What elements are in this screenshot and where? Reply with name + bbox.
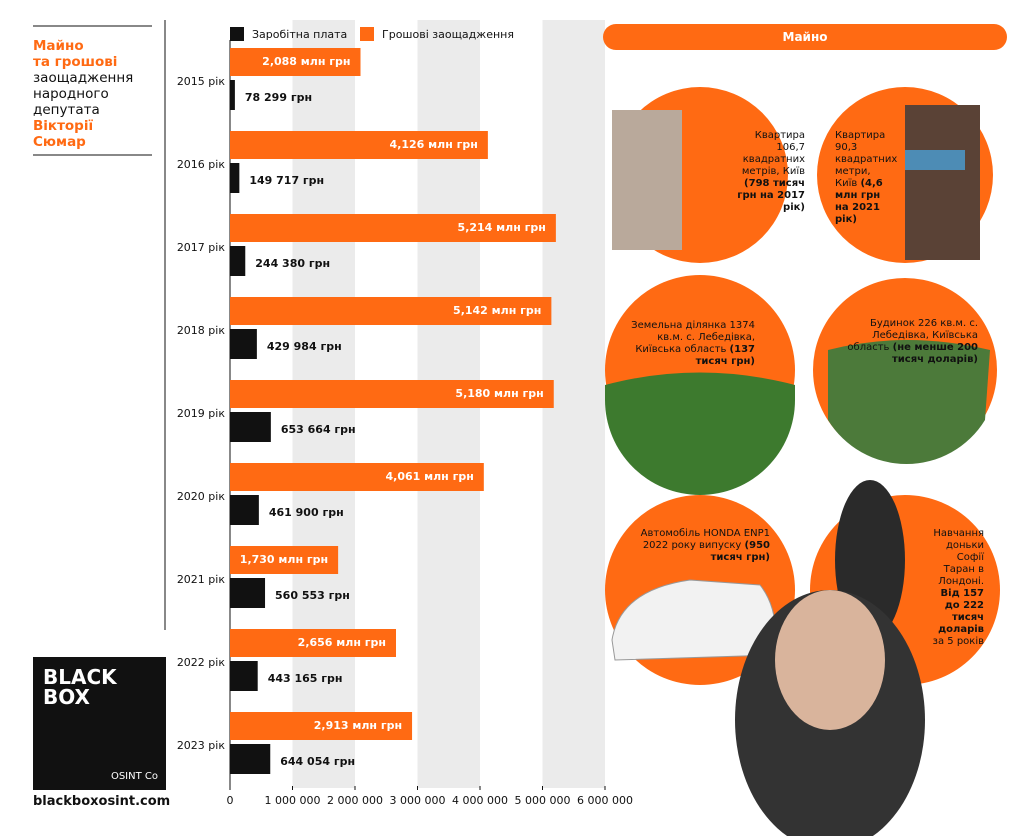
value-label: 2,088 млн грн bbox=[262, 55, 350, 68]
logo-line: BLACK bbox=[43, 665, 117, 689]
value-label: 2,656 млн грн bbox=[298, 636, 386, 649]
y-tick-label: 2020 рік bbox=[177, 490, 226, 503]
property-header: Майно bbox=[603, 24, 1007, 50]
y-tick-label: 2023 рік bbox=[177, 739, 226, 752]
bar bbox=[230, 412, 271, 442]
value-label: 443 165 грн bbox=[268, 672, 343, 685]
bar bbox=[230, 329, 257, 359]
value-label: 4,126 млн грн bbox=[390, 138, 478, 151]
value-label: 4,061 млн грн bbox=[385, 470, 473, 483]
photo-circles bbox=[605, 87, 1000, 836]
y-tick-label: 2018 рік bbox=[177, 324, 226, 337]
value-label: 429 984 грн bbox=[267, 340, 342, 353]
x-tick-label: 3 000 000 bbox=[390, 794, 446, 807]
caption-part: (798 тисяч грн на 2017 рік) bbox=[737, 178, 805, 213]
caption-part: за 5 років bbox=[932, 636, 984, 647]
bar bbox=[230, 744, 271, 774]
legend-swatch bbox=[230, 27, 244, 41]
chart: 0 1 000 000 2 000 000 3 000 000 4 000 000 5 0… bbox=[177, 20, 633, 807]
x-tick-label: 2 000 000 bbox=[327, 794, 383, 807]
value-label: 644 054 грн bbox=[280, 755, 355, 768]
value-label: 1,730 млн грн bbox=[240, 553, 328, 566]
caption-part: Земельна ділянка 1374 кв.м. с. Лебедівка… bbox=[631, 320, 755, 355]
caption: Квартира 106,7 квадратних метрів, Київ (… bbox=[725, 130, 805, 214]
value-label: 5,180 млн грн bbox=[455, 387, 543, 400]
value-label: 149 717 грн bbox=[249, 174, 324, 187]
caption-part: Від 157 до 222 тисяч доларів bbox=[938, 588, 984, 635]
y-tick-label: 2022 рік bbox=[177, 656, 226, 669]
x-tick-label: 6 000 000 bbox=[577, 794, 633, 807]
value-label: 78 299 грн bbox=[245, 91, 312, 104]
bar bbox=[230, 80, 235, 110]
bar bbox=[230, 380, 554, 408]
value-label: 560 553 грн bbox=[275, 589, 350, 602]
x-tick-label: 4 000 000 bbox=[452, 794, 508, 807]
title-line: заощадження bbox=[33, 70, 134, 86]
logo-line: BOX bbox=[43, 685, 90, 709]
caption: Будинок 226 кв.м. с. Лебедівка, Київська… bbox=[828, 318, 978, 366]
bar bbox=[230, 495, 259, 525]
caption: Автомобіль HONDA ENP1 2022 року випуску … bbox=[620, 528, 770, 564]
y-tick-label: 2021 рік bbox=[177, 573, 226, 586]
value-label: 461 900 грн bbox=[269, 506, 344, 519]
bar bbox=[230, 297, 552, 325]
y-tick-label: 2019 рік bbox=[177, 407, 226, 420]
bar bbox=[230, 712, 413, 740]
bar bbox=[230, 661, 258, 691]
caption-part: Квартира 90,3 квадратних метри, Київ bbox=[835, 130, 898, 189]
caption-part: Квартира 106,7 квадратних метрів, Київ bbox=[741, 130, 805, 177]
legend-label: Грошові заощадження bbox=[382, 28, 514, 41]
bar bbox=[230, 629, 396, 657]
caption-part: Будинок 226 кв.м. с. Лебедівка, Київська… bbox=[847, 318, 978, 353]
caption-part: (950 тисяч грн) bbox=[710, 540, 770, 563]
title-line: Вікторії bbox=[33, 118, 94, 134]
caption: Земельна ділянка 1374 кв.м. с. Лебедівка… bbox=[615, 320, 755, 368]
caption: Квартира 90,3 квадратних метри, Київ (4,… bbox=[835, 130, 898, 226]
title-line: Майно bbox=[33, 38, 84, 54]
x-tick-label: 1 000 000 bbox=[265, 794, 321, 807]
caption-part: (4,6 млн грн на 2021 рік) bbox=[835, 178, 883, 225]
title-line: народного bbox=[33, 86, 109, 102]
legend-swatch bbox=[360, 27, 374, 41]
bar bbox=[230, 214, 556, 242]
legend-label: Заробітна плата bbox=[252, 28, 347, 41]
value-label: 653 664 грн bbox=[281, 423, 356, 436]
caption-part: Автомобіль HONDA ENP1 2022 року випуску bbox=[640, 528, 770, 551]
bar bbox=[230, 246, 246, 276]
caption-part: (137 тисяч грн) bbox=[695, 344, 755, 367]
y-tick-label: 2017 рік bbox=[177, 241, 226, 254]
y-tick-label: 2016 рік bbox=[177, 158, 226, 171]
caption-part: Навчання доньки Софії Таран в Лондоні. bbox=[933, 528, 984, 587]
caption: Навчання доньки Софії Таран в Лондоні. В… bbox=[928, 528, 984, 648]
bar bbox=[230, 463, 484, 491]
value-label: 2,913 млн грн bbox=[314, 719, 402, 732]
x-tick-label: 0 bbox=[227, 794, 234, 807]
logo: BLACK BOX OSINT Co bbox=[33, 657, 166, 790]
bar bbox=[230, 163, 240, 193]
value-label: 5,142 млн грн bbox=[453, 304, 541, 317]
bar bbox=[230, 48, 361, 76]
caption-part: (не менше 200 тисяч доларів) bbox=[891, 342, 978, 365]
value-label: 5,214 млн грн bbox=[458, 221, 546, 234]
title-line: Сюмар bbox=[33, 134, 86, 150]
bar bbox=[230, 546, 339, 574]
title: Майно та грошові заощадження народного депут… bbox=[33, 38, 158, 150]
value-label: 244 380 грн bbox=[255, 257, 330, 270]
title-line: та грошові bbox=[33, 54, 118, 70]
bar bbox=[230, 131, 488, 159]
site: blackboxosint.com bbox=[33, 794, 171, 809]
bar bbox=[230, 578, 266, 608]
y-tick-label: 2015 рік bbox=[177, 75, 226, 88]
title-line: депутата bbox=[33, 102, 100, 118]
x-tick-label: 5 000 000 bbox=[515, 794, 571, 807]
logo-sub: OSINT Co bbox=[110, 771, 158, 782]
